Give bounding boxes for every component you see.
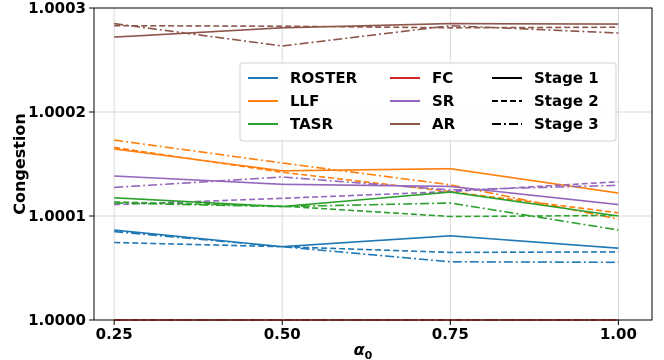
legend-label-llf: LLF <box>290 92 319 110</box>
x-axis-label-subscript: 0 <box>365 349 373 360</box>
y-tick-label: 1.0001 <box>28 207 86 225</box>
series-line-sr-stage-3 <box>114 176 619 191</box>
legend-label-fc: FC <box>432 69 453 87</box>
axis-ticks: 0.25 0.50 0.75 1.00 1.0000 1.0001 1.0002 1.0003 <box>28 0 637 343</box>
y-tick-label: 1.0003 <box>28 0 86 17</box>
x-tick-label: 1.00 <box>600 325 637 343</box>
series-line-llf-stage-2 <box>114 146 619 214</box>
series-line-ar-stage-2 <box>114 24 619 29</box>
series-line-roster-stage-2 <box>114 241 619 254</box>
y-tick-label: 1.0000 <box>28 311 86 329</box>
grid <box>94 7 652 321</box>
y-axis-label: Congestion <box>10 113 29 214</box>
legend-label-stage-1: Stage 1 <box>534 69 599 87</box>
x-tick-label: 0.50 <box>264 325 301 343</box>
series-line-ar-stage-1 <box>114 22 619 38</box>
x-tick-label: 0.25 <box>96 325 133 343</box>
x-tick-label: 0.75 <box>432 325 469 343</box>
legend-label-sr: SR <box>432 92 455 110</box>
series-line-sr-stage-1 <box>114 175 619 206</box>
series-line-roster-stage-3 <box>114 230 619 264</box>
series-line-tasr-stage-1 <box>114 191 619 217</box>
legend-label-roster: ROSTER <box>290 69 358 87</box>
legend-box <box>239 62 617 142</box>
y-tick-label: 1.0002 <box>28 103 86 121</box>
series-line-tasr-stage-2 <box>114 201 619 218</box>
x-axis-label: α0 <box>354 340 373 360</box>
legend-label-ar: AR <box>432 115 456 133</box>
series-line-tasr-stage-3 <box>114 202 619 231</box>
x-axis-label-main: α <box>354 340 366 359</box>
legend-label-stage-3: Stage 3 <box>534 115 599 133</box>
plot-frame <box>93 7 653 321</box>
legend-label-stage-2: Stage 2 <box>534 92 599 110</box>
legend: ROSTER FC LLF SR TASR AR Stage 1 Stage 2 Stage 3 <box>239 62 617 142</box>
series-line-roster-stage-1 <box>114 229 619 249</box>
legend-label-tasr: TASR <box>290 115 333 133</box>
